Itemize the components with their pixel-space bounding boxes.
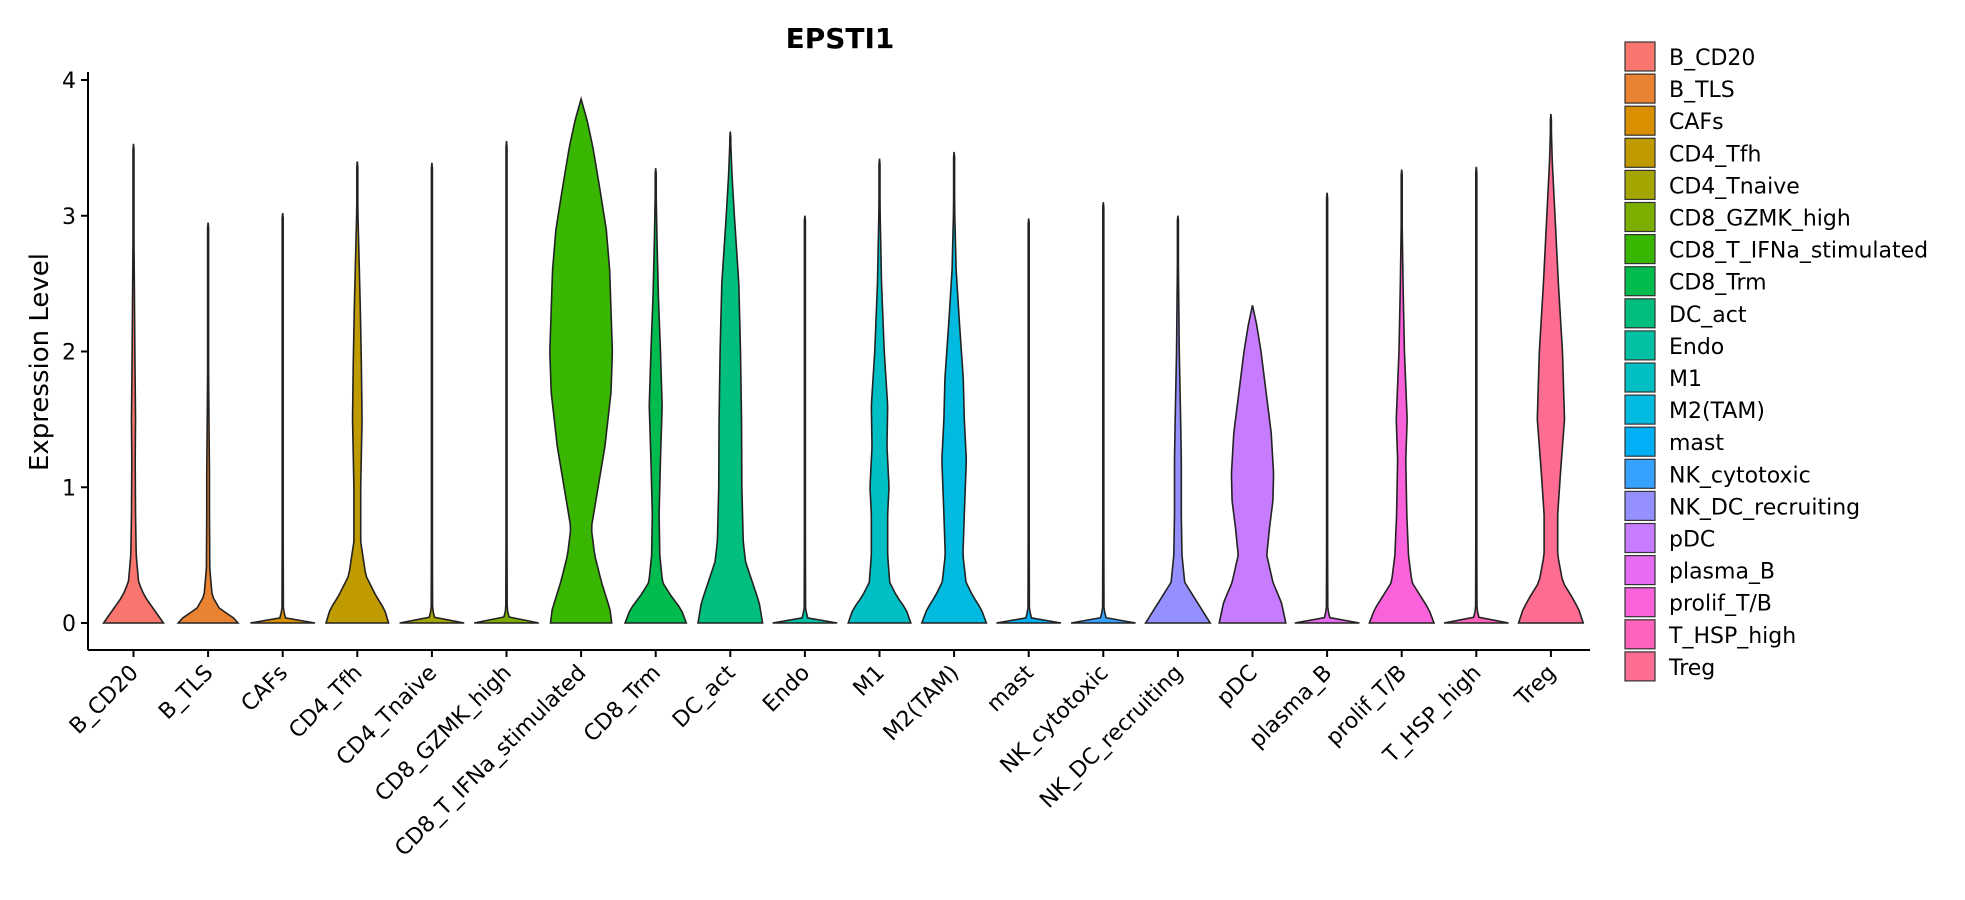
legend-swatch-DC_act bbox=[1624, 298, 1656, 329]
legend-swatch-CAFs bbox=[1624, 105, 1656, 136]
legend: B_CD20 B_TLS CAFs CD4_Tfh CD4_Tnaive CD8_GZMK… bbox=[1624, 41, 1928, 682]
violin-M1 bbox=[847, 158, 912, 624]
legend-label: CAFs bbox=[1669, 110, 1724, 135]
legend-swatch-CD4_Tfh bbox=[1624, 137, 1656, 168]
legend-label: NK_DC_recruiting bbox=[1669, 495, 1860, 520]
x-tick-label: CD8_Trm bbox=[579, 661, 666, 748]
x-tick-label: M1 bbox=[849, 661, 890, 702]
legend-label: B_TLS bbox=[1669, 78, 1735, 103]
legend-swatch-NK_cytotoxic bbox=[1624, 458, 1656, 489]
violin-CD8_Trm bbox=[623, 168, 688, 624]
y-tick-label: 1 bbox=[62, 476, 76, 501]
legend-label: CD4_Tnaive bbox=[1669, 174, 1800, 199]
y-tick-label: 0 bbox=[62, 612, 76, 637]
violin-B_TLS bbox=[176, 222, 240, 624]
legend-swatch-B_CD20 bbox=[1624, 41, 1656, 72]
x-tick-label: Treg bbox=[1510, 661, 1561, 712]
legend-label: pDC bbox=[1669, 528, 1715, 553]
legend-swatch-CD8_GZMK_high bbox=[1624, 201, 1656, 233]
legend-swatch-M1 bbox=[1624, 362, 1656, 393]
y-tick-label: 4 bbox=[62, 69, 76, 94]
legend-label: M2(TAM) bbox=[1669, 399, 1765, 424]
violin-mast bbox=[996, 218, 1062, 624]
violin-Endo bbox=[772, 215, 838, 624]
x-tick-label: mast bbox=[982, 660, 1039, 717]
legend-swatch-prolif_T/B bbox=[1624, 587, 1656, 618]
chart-title: EPSTI1 bbox=[786, 22, 895, 55]
legend-label: Endo bbox=[1669, 335, 1724, 360]
legend-swatch-CD8_T_IFNa_stimulated bbox=[1624, 234, 1656, 265]
x-tick-label: Endo bbox=[758, 661, 815, 718]
legend-label: prolif_T/B bbox=[1669, 592, 1772, 617]
legend-label: NK_cytotoxic bbox=[1669, 463, 1811, 488]
x-tick-label: DC_act bbox=[668, 660, 741, 733]
x-tick-label: B_TLS bbox=[154, 661, 218, 725]
legend-swatch-pDC bbox=[1624, 522, 1656, 554]
violin-NK_cytotoxic bbox=[1070, 202, 1136, 624]
legend-label: DC_act bbox=[1669, 303, 1747, 328]
violin-DC_act bbox=[697, 131, 764, 624]
violin-CAFs bbox=[250, 212, 316, 624]
violin-group bbox=[102, 96, 1585, 624]
legend-swatch-M2(TAM) bbox=[1624, 394, 1656, 425]
violin-CD4_Tfh bbox=[324, 161, 390, 624]
legend-swatch-CD4_Tnaive bbox=[1624, 169, 1656, 200]
legend-label: B_CD20 bbox=[1669, 46, 1755, 71]
violin-plasma_B bbox=[1294, 192, 1360, 624]
violin-CD4_Tnaive bbox=[399, 162, 465, 624]
violin-NK_DC_recruiting bbox=[1144, 215, 1212, 624]
violin-CD8_T_IFNa_stimulated bbox=[549, 96, 614, 624]
y-axis-label: Expression Level bbox=[25, 253, 55, 471]
legend-label: CD8_GZMK_high bbox=[1669, 207, 1851, 232]
x-tick-label: pDC bbox=[1212, 661, 1262, 711]
legend-label: M1 bbox=[1669, 367, 1702, 392]
legend-label: CD8_T_IFNa_stimulated bbox=[1669, 239, 1928, 264]
violin-Treg bbox=[1517, 113, 1585, 624]
legend-label: plasma_B bbox=[1669, 560, 1775, 585]
violin-CD8_GZMK_high bbox=[474, 141, 539, 624]
violin-pDC bbox=[1218, 305, 1287, 624]
x-tick-label: NK_DC_recruiting bbox=[1035, 661, 1188, 814]
legend-swatch-CD8_Trm bbox=[1624, 266, 1656, 297]
legend-label: CD4_Tfh bbox=[1669, 142, 1761, 167]
legend-label: Treg bbox=[1668, 656, 1715, 681]
legend-swatch-plasma_B bbox=[1624, 554, 1656, 586]
legend-swatch-Endo bbox=[1624, 330, 1656, 361]
y-tick-label: 3 bbox=[62, 205, 76, 230]
violin-T_HSP_high bbox=[1443, 166, 1509, 624]
x-tick-label: CAFs bbox=[237, 661, 293, 717]
y-tick-label: 2 bbox=[62, 341, 76, 366]
legend-label: CD8_Trm bbox=[1669, 271, 1767, 296]
legend-label: mast bbox=[1669, 431, 1724, 456]
legend-swatch-T_HSP_high bbox=[1624, 619, 1656, 650]
x-tick-label: B_CD20 bbox=[65, 661, 144, 740]
violin-prolif_T/B bbox=[1368, 169, 1436, 624]
legend-label: T_HSP_high bbox=[1668, 624, 1796, 649]
violin-B_CD20 bbox=[102, 143, 165, 624]
legend-swatch-Treg bbox=[1624, 651, 1656, 682]
violin-M2(TAM) bbox=[920, 151, 988, 624]
legend-swatch-NK_DC_recruiting bbox=[1624, 490, 1656, 521]
x-tick-label: M2(TAM) bbox=[879, 661, 964, 746]
legend-swatch-B_TLS bbox=[1624, 73, 1656, 104]
x-tick-label: CD8_GZMK_high bbox=[371, 661, 517, 807]
legend-swatch-mast bbox=[1624, 426, 1656, 457]
